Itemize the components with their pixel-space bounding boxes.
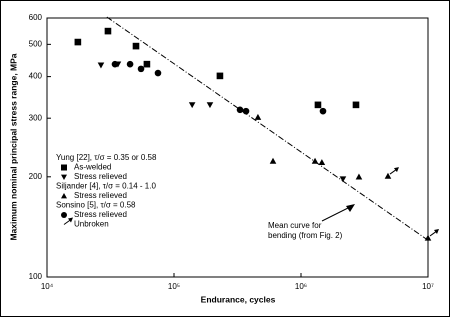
marker-circle <box>319 107 327 115</box>
y-tick-label: 400 <box>29 72 43 81</box>
legend-label: Stress relieved <box>74 172 127 181</box>
unbroken-arrow <box>429 228 439 237</box>
marker-circle <box>61 212 67 218</box>
unbroken-arrow <box>389 167 399 175</box>
marker-circle <box>242 107 250 115</box>
marker-triangle <box>424 234 432 241</box>
x-tick-label: 10⁴ <box>41 282 54 291</box>
marker-triangle <box>269 157 277 164</box>
marker-triangle <box>206 102 214 109</box>
y-tick-label: 600 <box>29 13 43 22</box>
marker-triangle <box>97 62 105 69</box>
annotation-line: bending (from Fig. 2) <box>268 231 343 240</box>
marker-square <box>216 72 224 80</box>
annotation-arrowhead <box>346 204 355 212</box>
marker-triangle <box>339 176 347 183</box>
marker-triangle <box>355 173 363 180</box>
marker-triangle <box>311 157 319 164</box>
marker-square <box>314 101 322 109</box>
legend-group-title: Siljander [4], τ/σ = 0.14 - 1.0 <box>56 182 156 191</box>
x-tick-label: 10⁷ <box>422 282 434 291</box>
marker-square <box>143 60 151 68</box>
marker-triangle <box>318 159 326 166</box>
arrow-head <box>393 167 399 173</box>
unbroken-arrow <box>63 217 73 225</box>
marker-square <box>74 38 82 46</box>
marker-square <box>61 164 67 171</box>
marker-square <box>132 42 140 50</box>
y-tick-label: 500 <box>29 39 43 48</box>
marker-square <box>352 101 360 109</box>
legend-group-title: Sonsino [5], τ/σ = 0.58 <box>56 201 136 210</box>
annotation: Mean curve for bending (from Fig. 2) <box>268 204 355 240</box>
legend-label: As-welded <box>74 163 111 172</box>
annotation-line: Mean curve for <box>268 221 322 230</box>
x-tick-label: 10⁶ <box>295 282 307 291</box>
mean-curve <box>106 16 429 241</box>
legend-label: Stress relieved <box>74 210 127 219</box>
annotation-arrow <box>321 205 353 222</box>
marker-triangle <box>254 113 262 120</box>
marker-triangle <box>61 193 67 199</box>
marker-circle <box>154 69 162 77</box>
marker-circle <box>137 65 145 73</box>
marker-circle <box>236 106 244 114</box>
legend-label: Unbroken <box>74 220 109 229</box>
y-tick-label: 300 <box>29 113 43 122</box>
legend-label: Stress relieved <box>74 191 127 200</box>
arrow-head <box>434 228 439 234</box>
arrow-head <box>68 217 73 223</box>
marker-circle <box>126 60 134 68</box>
legend-group-title: Yung [22], τ/σ = 0.35 or 0.58 <box>56 153 157 162</box>
x-tick-label: 10⁵ <box>168 282 180 291</box>
plot-area <box>46 17 429 278</box>
marker-circle <box>111 60 119 68</box>
marker-square <box>104 27 112 35</box>
marker-triangle <box>384 172 392 179</box>
y-tick-label: 200 <box>29 172 43 181</box>
marker-triangle <box>61 174 67 180</box>
x-axis-label: Endurance, cycles <box>201 294 276 304</box>
marker-triangle <box>188 102 196 109</box>
y-axis-label: Maximum nominal principal stress range, … <box>8 53 18 240</box>
y-tick-label: 100 <box>29 272 43 281</box>
